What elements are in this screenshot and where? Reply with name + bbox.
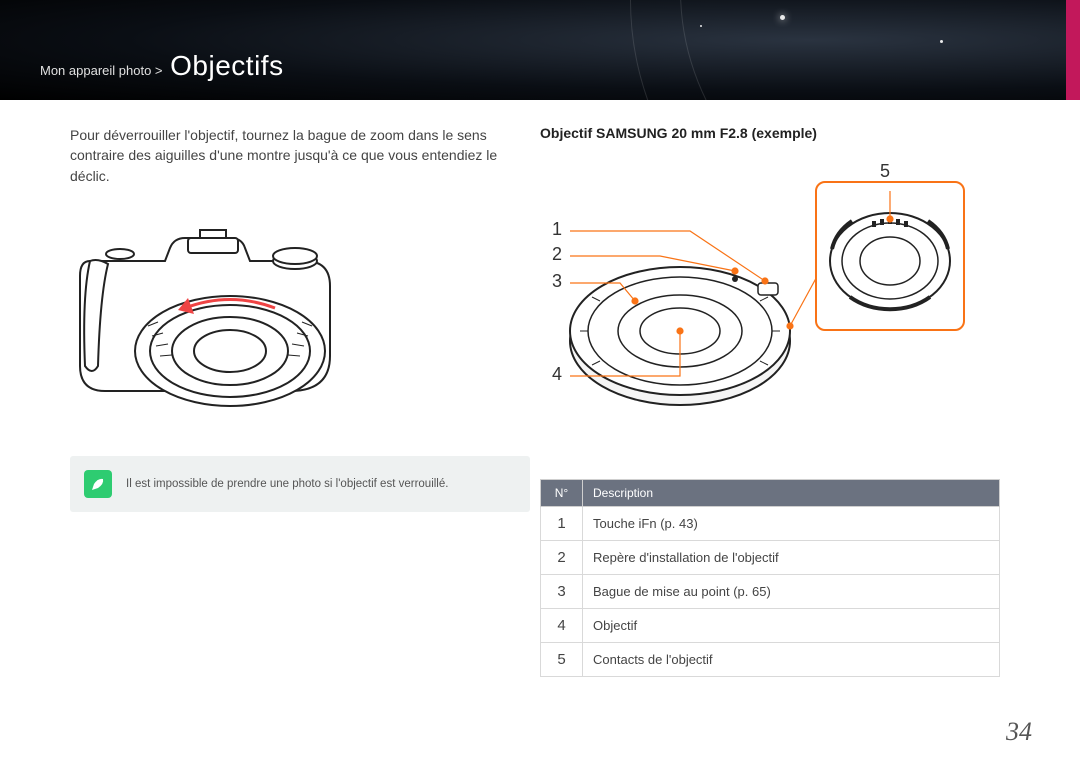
callout-2: 2 (552, 244, 562, 265)
cell-num: 4 (541, 609, 583, 643)
breadcrumb: Mon appareil photo > Objectifs (40, 50, 284, 82)
left-column: Pour déverrouiller l'objectif, tournez l… (70, 125, 530, 677)
camera-illustration (70, 206, 400, 436)
content-area: Pour déverrouiller l'objectif, tournez l… (0, 100, 1080, 677)
lens-rear-inset (815, 181, 965, 331)
cell-num: 1 (541, 507, 583, 541)
table-header-num: N° (541, 480, 583, 507)
note-box: Il est impossible de prendre une photo s… (70, 456, 530, 512)
callout-3: 3 (552, 271, 562, 292)
decor-sparkle (780, 15, 785, 20)
table-row: 1 Touche iFn (p. 43) (541, 507, 1000, 541)
page-number: 34 (1006, 717, 1032, 747)
description-table: N° Description 1 Touche iFn (p. 43) 2 Re… (540, 479, 1000, 677)
cell-num: 5 (541, 643, 583, 677)
cell-desc: Contacts de l'objectif (583, 643, 1000, 677)
cell-num: 2 (541, 541, 583, 575)
callout-5: 5 (880, 161, 890, 182)
cell-desc: Touche iFn (p. 43) (583, 507, 1000, 541)
breadcrumb-prefix: Mon appareil photo > (40, 63, 163, 78)
table-row: 2 Repère d'installation de l'objectif (541, 541, 1000, 575)
cell-desc: Objectif (583, 609, 1000, 643)
table-row: 5 Contacts de l'objectif (541, 643, 1000, 677)
cell-desc: Repère d'installation de l'objectif (583, 541, 1000, 575)
decor-sparkle (700, 25, 702, 27)
callout-1: 1 (552, 219, 562, 240)
cell-num: 3 (541, 575, 583, 609)
right-column: Objectif SAMSUNG 20 mm F2.8 (exemple) (540, 125, 1000, 677)
breadcrumb-title: Objectifs (170, 50, 283, 81)
cell-desc: Bague de mise au point (p. 65) (583, 575, 1000, 609)
page-header: Mon appareil photo > Objectifs (0, 0, 1080, 100)
unlock-instructions: Pour déverrouiller l'objectif, tournez l… (70, 125, 530, 186)
decor-swirl (680, 0, 1080, 100)
table-row: 3 Bague de mise au point (p. 65) (541, 575, 1000, 609)
pen-icon (84, 470, 112, 498)
callout-4: 4 (552, 364, 562, 385)
camera-svg (70, 206, 400, 436)
note-text: Il est impossible de prendre une photo s… (126, 478, 448, 490)
lens-diagram: 1 2 3 4 5 (540, 151, 970, 471)
table-row: 4 Objectif (541, 609, 1000, 643)
table-header-desc: Description (583, 480, 1000, 507)
decor-sparkle (940, 40, 943, 43)
lens-subheading: Objectif SAMSUNG 20 mm F2.8 (exemple) (540, 125, 1000, 141)
